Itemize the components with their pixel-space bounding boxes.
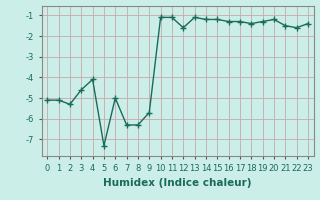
X-axis label: Humidex (Indice chaleur): Humidex (Indice chaleur) bbox=[103, 178, 252, 188]
